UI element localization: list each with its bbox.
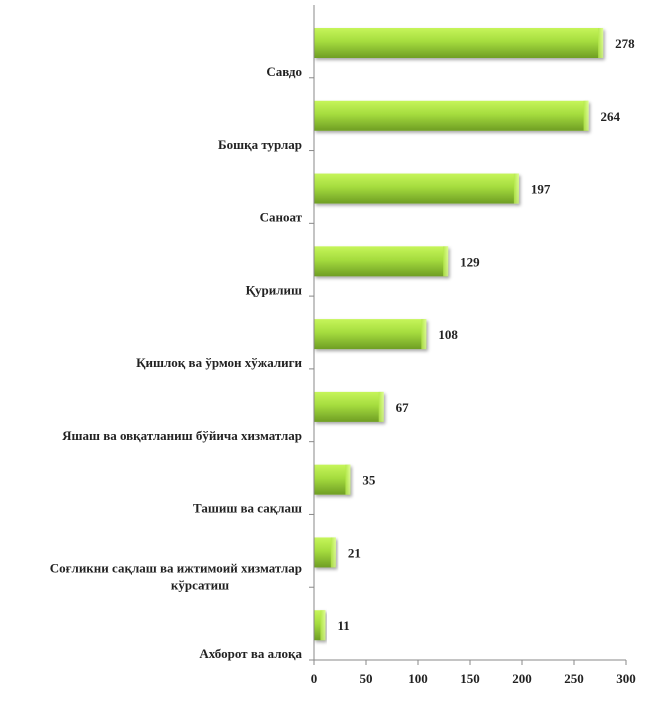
- category-label: Қишлоқ ва ўрмон хўжалиги: [136, 355, 302, 370]
- bar: [314, 537, 336, 568]
- bar-cap: [598, 28, 604, 58]
- category-label: Саноат: [260, 210, 303, 225]
- bar-cap: [513, 173, 519, 204]
- bar-group: [314, 610, 326, 641]
- bar-group: [314, 464, 351, 495]
- bar: [314, 246, 449, 277]
- bar-group: [314, 28, 604, 58]
- bar: [314, 391, 384, 422]
- bar-cap: [583, 100, 589, 131]
- category-label: Ахборот ва алоқа: [199, 646, 302, 661]
- category-label: Савдо: [266, 64, 302, 79]
- data-label: 11: [337, 618, 349, 633]
- category-label: Ташиш ва сақлаш: [193, 501, 302, 516]
- bar: [314, 100, 589, 131]
- category-label: Яшаш ва овқатланиш бўйича хизматлар: [62, 428, 302, 443]
- data-label: 197: [531, 182, 551, 197]
- bar-group: [314, 537, 336, 568]
- bar-group: [314, 391, 384, 422]
- data-label: 278: [615, 36, 635, 51]
- x-tick-label: 200: [512, 671, 532, 686]
- data-label: 67: [396, 400, 410, 415]
- data-label: 264: [601, 109, 621, 124]
- category-label: Соғликни сақлаш ва ижтимоий хизматлар кўр…: [50, 560, 302, 592]
- bar-cap: [320, 610, 326, 641]
- bar-cap: [421, 319, 427, 350]
- x-tick-label: 300: [616, 671, 636, 686]
- data-label: 129: [460, 254, 480, 269]
- bar-group: [314, 246, 449, 277]
- bar: [314, 173, 519, 204]
- data-label: 21: [348, 545, 361, 560]
- bar: [314, 610, 326, 641]
- bar-group: [314, 173, 519, 204]
- bar-cap: [345, 464, 351, 495]
- bar-cap: [330, 537, 336, 568]
- x-tick-label: 0: [311, 671, 318, 686]
- x-tick-label: 50: [360, 671, 373, 686]
- bar-group: [314, 100, 589, 131]
- x-tick-label: 250: [564, 671, 584, 686]
- bar: [314, 319, 427, 350]
- x-tick-label: 150: [460, 671, 480, 686]
- bar: [314, 28, 604, 58]
- category-label: Қурилиш: [246, 282, 302, 297]
- bar-cap: [378, 391, 384, 422]
- bar-group: [314, 319, 427, 350]
- bar: [314, 464, 351, 495]
- x-tick-label: 100: [408, 671, 428, 686]
- data-label: 108: [438, 327, 458, 342]
- bar-cap: [443, 246, 449, 277]
- data-label: 35: [362, 473, 376, 488]
- category-label: Бошқа турлар: [218, 137, 302, 152]
